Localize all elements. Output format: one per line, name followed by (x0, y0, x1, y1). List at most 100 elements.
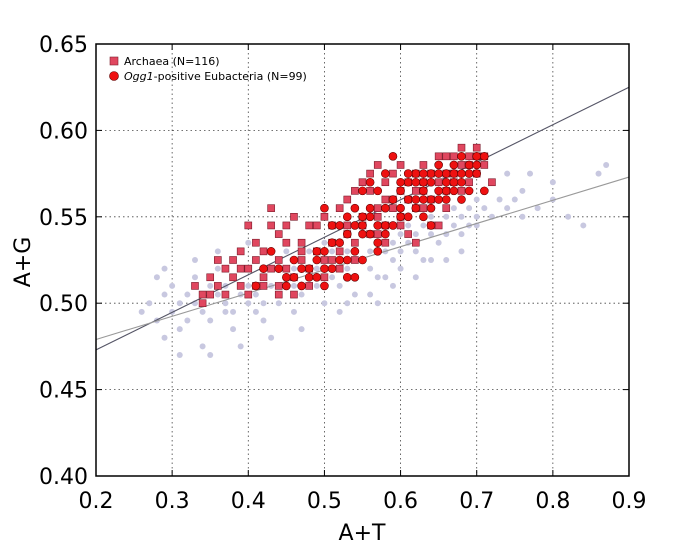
y-tick-label: 0.60 (39, 119, 88, 144)
eubacteria-point (342, 212, 352, 222)
eubacteria-point (365, 203, 375, 213)
background-point (313, 265, 320, 272)
archaea-point (252, 256, 260, 264)
archaea-point (373, 204, 382, 212)
background-point (191, 274, 198, 281)
background-point (260, 300, 267, 307)
eubacteria-point (342, 229, 352, 239)
background-point (336, 282, 343, 289)
archaea-point (274, 230, 283, 238)
archaea-point (396, 161, 405, 169)
archaea-point (320, 213, 329, 221)
background-point (230, 326, 237, 333)
eubacteria-point (365, 229, 375, 239)
eubacteria-point (457, 169, 466, 178)
eubacteria-point (365, 177, 375, 187)
archaea-point (320, 273, 329, 282)
eubacteria-point (434, 195, 443, 204)
background-point (290, 282, 297, 289)
background-point (336, 308, 343, 315)
archaea-point (305, 282, 314, 290)
background-point (519, 213, 526, 220)
eubacteria-point (472, 169, 482, 178)
eubacteria-point (304, 264, 314, 273)
background-point (458, 213, 465, 220)
archaea-point (488, 178, 496, 187)
legend-label-archaea: Archaea (N=116) (124, 55, 220, 68)
background-point (176, 300, 183, 307)
background-point (466, 205, 473, 212)
eubacteria-point (312, 255, 322, 265)
archaea-point (320, 256, 329, 264)
background-point (138, 308, 145, 315)
eubacteria-point (457, 195, 466, 204)
background-point (298, 291, 305, 298)
archaea-point (434, 221, 443, 230)
archaea-point (457, 161, 466, 169)
eubacteria-point (434, 160, 443, 170)
archaea-point (465, 178, 473, 187)
archaea-point (244, 221, 253, 230)
background-point (214, 248, 221, 255)
eubacteria-point (320, 281, 329, 291)
archaea-point (236, 282, 245, 290)
background-point (184, 317, 191, 324)
archaea-point (450, 152, 458, 161)
x-tick-label: 0.5 (307, 489, 342, 514)
y-tick-label: 0.55 (39, 206, 88, 231)
archaea-point (366, 187, 374, 195)
archaea-point (373, 230, 382, 238)
archaea-point (328, 256, 336, 264)
legend: Archaea (N=116) Ogg1-positive Eubacteria… (109, 55, 307, 83)
eubacteria-point (449, 186, 459, 196)
background-point (504, 170, 511, 177)
background-point (161, 291, 168, 298)
archaea-point (472, 143, 481, 152)
archaea-point (236, 264, 245, 273)
archaea-point (267, 264, 275, 273)
background-point (161, 334, 168, 341)
archaea-point (404, 230, 412, 238)
archaea-point (351, 187, 359, 195)
background-point (268, 334, 275, 341)
eubacteria-point (251, 281, 261, 291)
background-point (443, 213, 450, 220)
archaea-point (389, 204, 397, 212)
archaea-point (411, 238, 420, 247)
archaea-point (252, 238, 260, 247)
background-point (405, 222, 412, 229)
eubacteria-point (388, 221, 398, 230)
archaea-point (274, 290, 283, 299)
archaea-point (221, 290, 230, 299)
archaea-point (358, 178, 367, 187)
eubacteria-point (403, 195, 413, 204)
legend-label-eubacteria-rest: -positive Eubacteria (N=99) (154, 70, 307, 83)
eubacteria-point (449, 169, 459, 178)
archaea-point (198, 290, 207, 299)
eubacteria-point (320, 247, 329, 256)
background-point (260, 317, 267, 324)
background-point (344, 265, 351, 272)
eubacteria-point (403, 177, 413, 187)
background-point (534, 205, 541, 212)
eubacteria-point (282, 272, 291, 282)
archaea-point (419, 161, 428, 169)
legend-label-eubacteria: Ogg1-positive Eubacteria (N=99) (124, 70, 307, 83)
eubacteria-point (419, 195, 428, 204)
archaea-point (313, 221, 321, 230)
archaea-point (198, 299, 207, 308)
background-point (549, 179, 556, 186)
eubacteria-point (396, 186, 405, 196)
background-point (504, 205, 511, 212)
background-point (191, 257, 198, 263)
archaea-point (465, 152, 473, 161)
eubacteria-point (373, 221, 383, 230)
eubacteria-point (350, 203, 360, 213)
archaea-point (419, 204, 428, 212)
eubacteria-point (381, 169, 390, 178)
archaea-point (434, 152, 443, 161)
eubacteria-point (327, 264, 337, 273)
eubacteria-point (472, 152, 482, 161)
background-point (428, 257, 435, 263)
